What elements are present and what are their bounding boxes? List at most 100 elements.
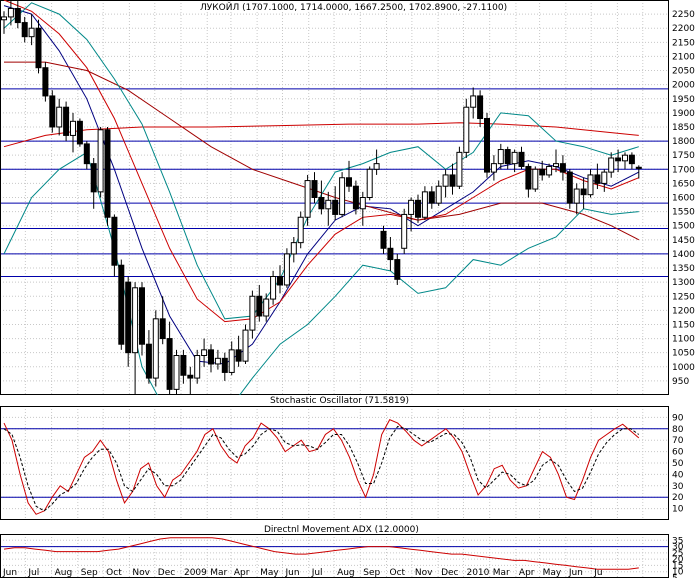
y-tick-label: 2250 [672,10,695,20]
candle-up [366,168,373,199]
candle-down [311,180,318,198]
candle-down [477,95,484,120]
x-tick-label: Jun [568,568,583,578]
candle-down [90,163,97,193]
candle-down [118,264,125,345]
candle-up [283,253,290,286]
x-tick-label: Nov [132,568,150,578]
candle-up [497,149,504,165]
candle-up [546,165,553,176]
x-tick-label: Nov [415,568,433,578]
candle-up [532,168,539,190]
y-tick-label: 1050 [672,349,695,359]
x-tick-label: Apr [234,568,250,578]
candle-down [139,287,145,345]
candle-up [490,163,497,173]
y-tick-label: 90 [672,413,684,423]
candle-down [332,199,339,215]
y-tick-label: 1100 [672,335,695,345]
y-tick-label: 1900 [672,109,695,119]
candle-down [346,177,352,187]
candle-up [1,16,7,21]
candle-up [242,329,249,362]
candle-up [297,216,304,244]
y-tick-label: 35 [672,536,683,546]
candle-down [594,174,601,184]
candle-up [304,180,311,218]
candle-up [339,177,346,215]
candle-down [159,318,166,340]
candle-down [166,338,173,390]
y-tick-label: 40 [672,470,684,480]
candle-up [442,174,449,187]
candle-up [373,163,380,170]
candle-down [318,197,325,210]
y-tick-label: 2100 [672,52,695,62]
candle-up [270,276,277,300]
y-tick-label: 1150 [672,320,695,330]
candle-down [21,22,28,38]
y-tick-label: 20 [672,555,684,565]
series-adx-line [3,537,639,570]
candle-up [401,213,408,249]
candle-up [408,199,415,215]
x-tick-label: May [543,568,562,578]
y-tick-label: 1000 [672,363,695,373]
candle-up [511,151,518,165]
y-tick-label: 30 [672,543,684,553]
candle-down [63,106,70,136]
y-tick-label: 2200 [672,24,695,34]
y-tick-label: 2150 [672,38,695,48]
candle-up [290,242,297,255]
y-tick-label: 60 [672,448,684,458]
y-tick-label: 1650 [672,179,695,189]
x-axis: Jun Jul Aug Sep Oct Nov Dec 2009 Mar Apr May Jun Jul… [2,568,603,578]
candle-up [249,295,256,331]
y-tick-label: 950 [672,377,689,387]
candle-up [152,318,159,379]
candle-up [7,7,14,18]
candle-down [539,168,546,176]
y-tick-label: 1600 [672,194,695,204]
candle-down [125,281,132,354]
candle-down [394,259,401,280]
series-stoch_k-line [3,419,640,515]
x-tick-label: May [260,568,279,578]
y-tick-label: 70 [672,436,684,446]
candle-down [525,165,532,190]
stochastic-panel-title: Stochastic Oscillator (71.5819) [270,396,409,406]
candle-up [70,120,76,136]
adx-plot-area [3,537,639,570]
y-tick-label: 1550 [672,208,695,218]
candle-down [559,163,566,173]
candle-up [263,298,270,317]
x-tick-label: Ju [593,568,602,578]
x-tick-label: Aug [337,568,355,578]
y-tick-label: 1300 [672,278,695,288]
candle-down [111,216,118,266]
y-tick-label: 1750 [672,151,695,161]
x-tick-label: Sep [81,568,98,578]
candle-down [235,349,242,362]
price-plot-area [1,0,642,395]
x-tick-label: Oct [390,568,406,578]
x-tick-label: Dec [158,568,175,578]
candle-up [587,174,594,196]
candle-up [359,197,366,210]
candle-up [97,129,104,193]
series-stoch_d-line [3,425,640,512]
x-tick-label: Jun [2,568,17,578]
x-tick-label: Sep [363,568,380,578]
candle-down [187,374,194,379]
y-tick-label: 30 [672,482,684,492]
x-tick-label: Jun [284,568,299,578]
y-tick-label: 20 [672,493,684,503]
y-tick-label: 1500 [672,222,695,232]
candle-up [601,171,608,184]
candle-up [435,185,442,204]
candle-down [145,343,152,379]
y-tick-label: 80 [672,425,684,435]
x-tick-label: 2010 [466,568,489,578]
